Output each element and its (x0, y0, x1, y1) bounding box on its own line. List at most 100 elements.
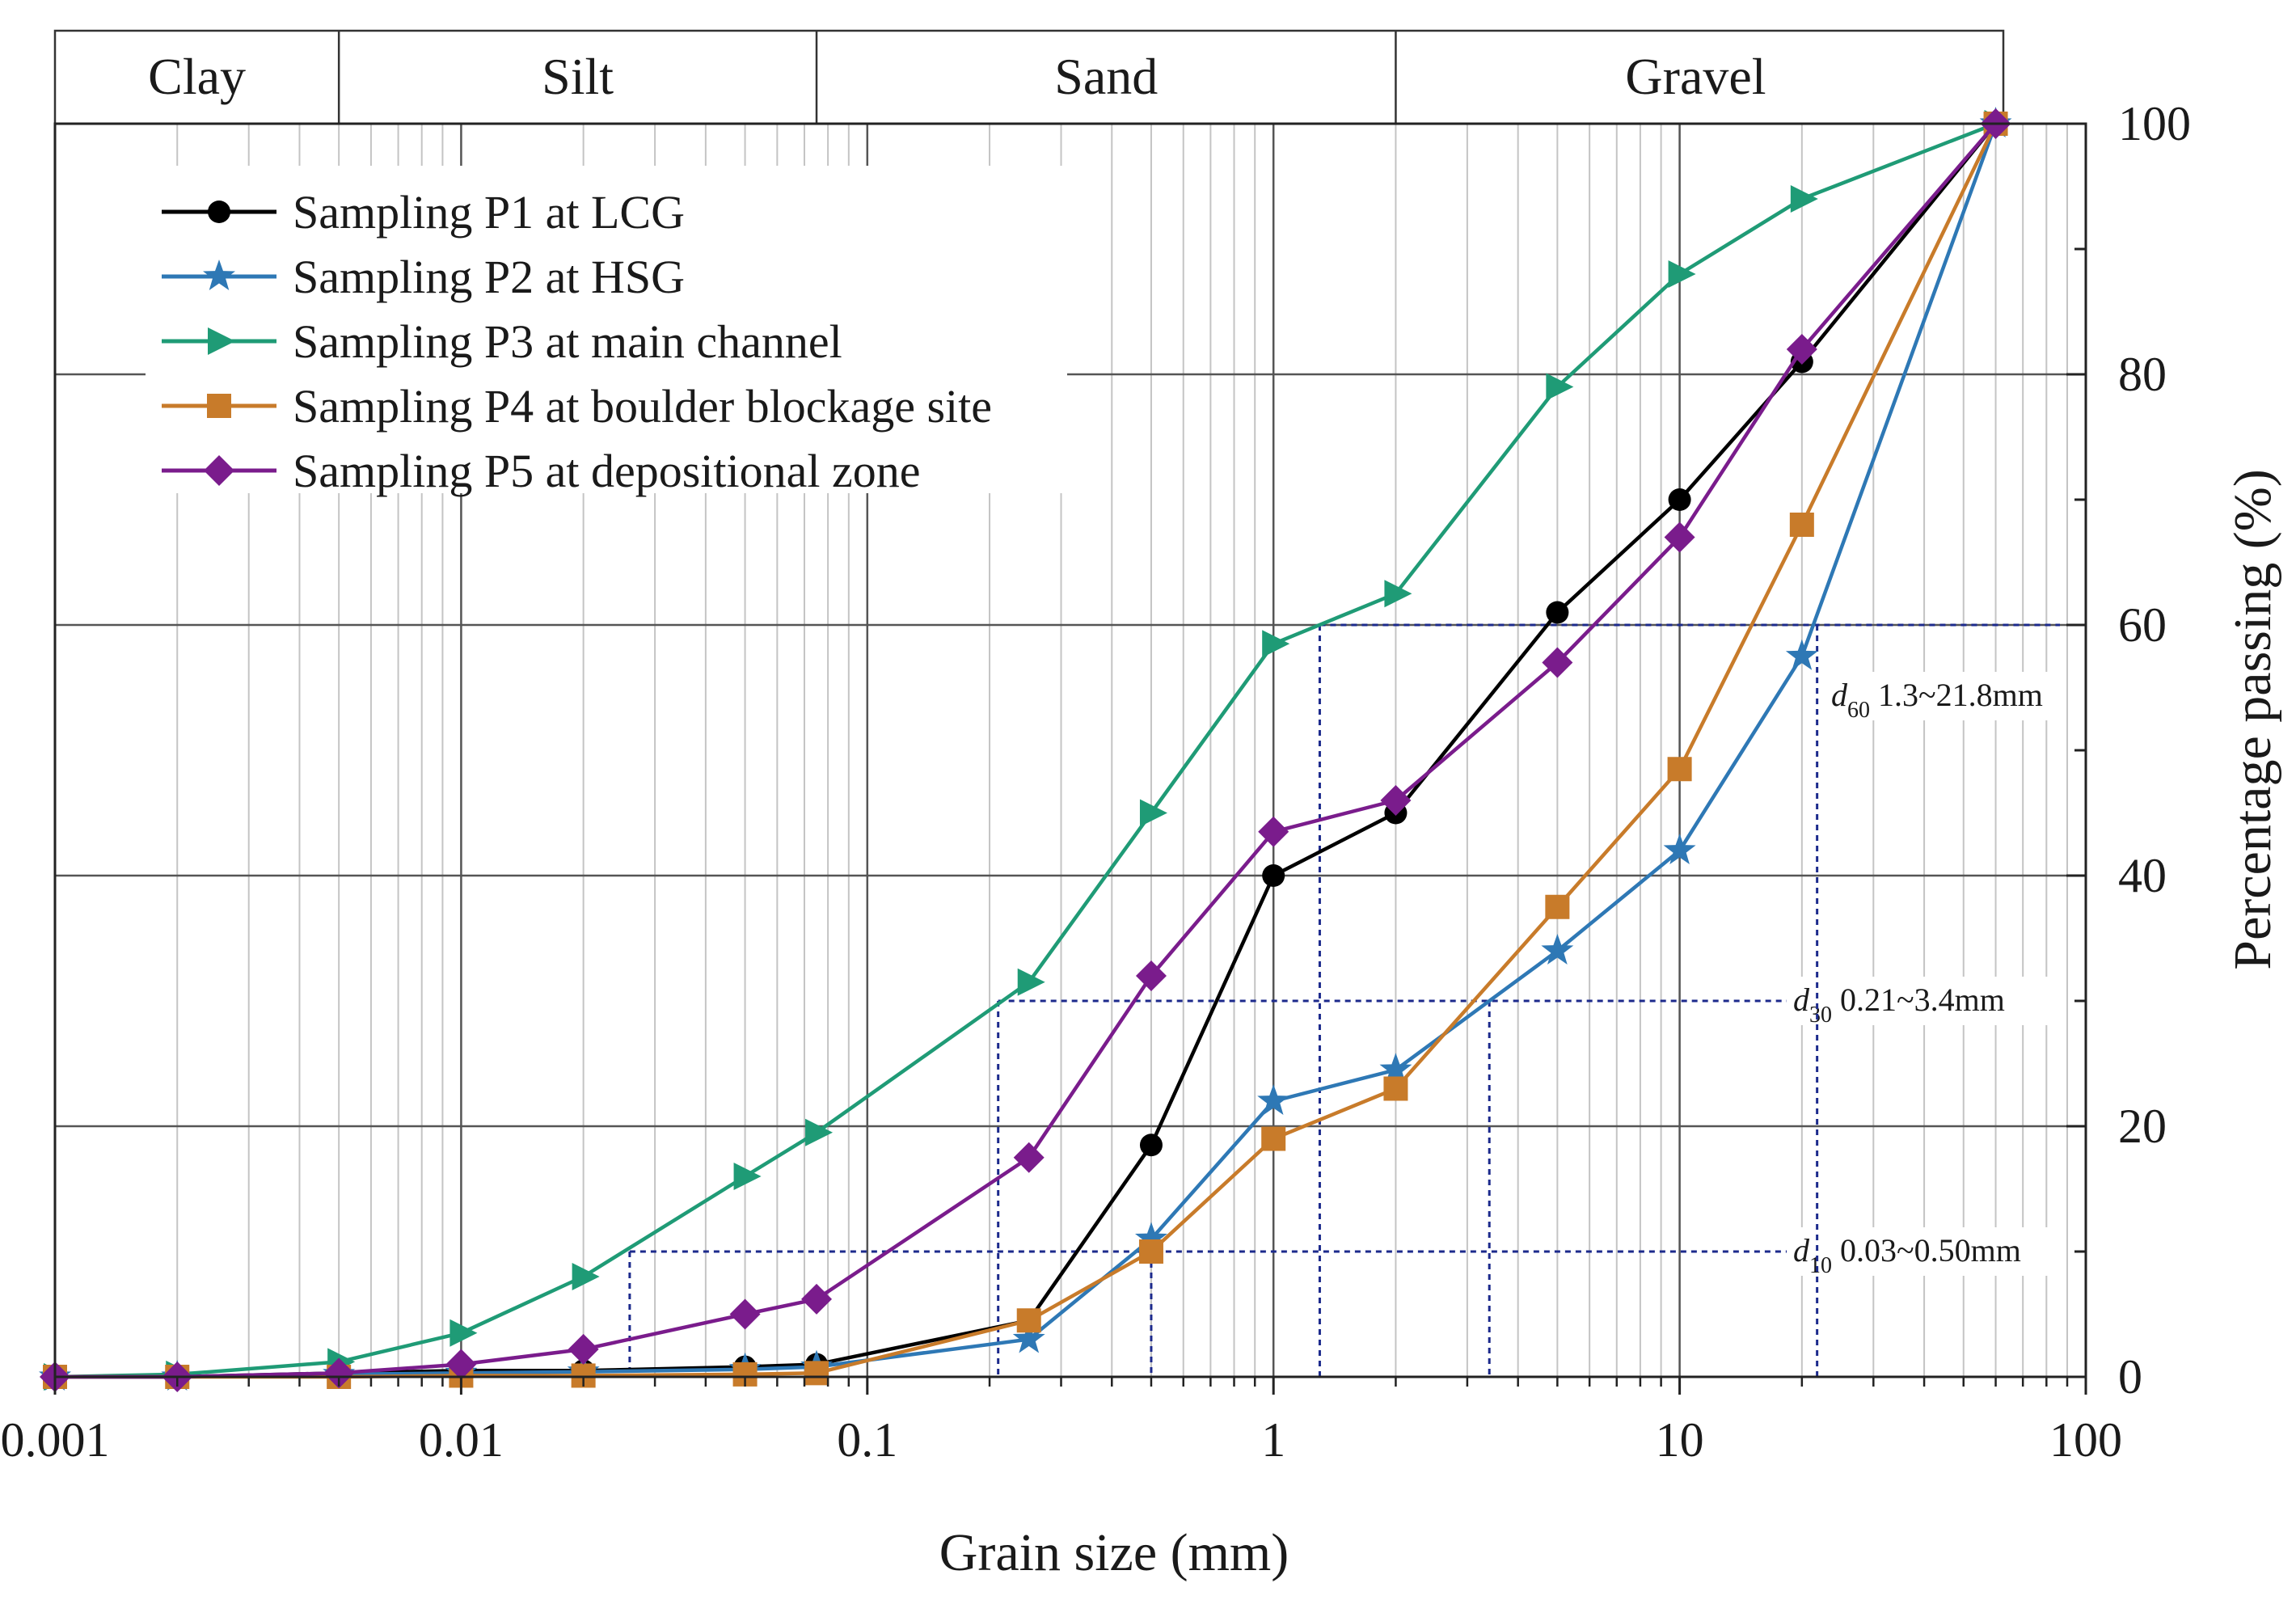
series-p3-point (1384, 580, 1412, 608)
series-p3-point (1262, 630, 1290, 658)
legend-label: Sampling P3 at main channel (293, 315, 842, 368)
series-p5-point (801, 1283, 833, 1315)
legend-label: Sampling P1 at LCG (293, 186, 685, 239)
series-p5-point (568, 1333, 599, 1365)
series-p5-point (1380, 785, 1412, 816)
y-tick-label: 100 (2118, 97, 2191, 150)
legend-label: Sampling P4 at boulder blockage site (293, 380, 992, 433)
series-p4-point (804, 1361, 829, 1386)
series-p2-point (1785, 639, 1818, 670)
y-tick-label: 40 (2118, 849, 2167, 902)
d30-label: d30 0.21~3.4mm (1793, 982, 2005, 1028)
y-tick-label: 0 (2118, 1350, 2142, 1404)
series-p3-point (733, 1163, 762, 1190)
d30-label-range: 0.21~3.4mm (1840, 982, 2005, 1018)
series-p3-point (1546, 373, 1574, 401)
series-p3-point (1139, 799, 1167, 827)
band-label-gravel: Gravel (1625, 48, 1766, 105)
d60-label: d60 1.3~21.8mm (1831, 677, 2043, 723)
series-p2-point (1257, 1084, 1290, 1115)
soil-class-band-header: Clay Silt Sand Gravel (53, 29, 2005, 125)
series-p2-point (1012, 1322, 1045, 1353)
legend-marker (207, 394, 231, 418)
guide-d60: d60 1.3~21.8mm (1318, 623, 2065, 1377)
x-tick-label: 0.01 (419, 1413, 504, 1467)
series-p1-point (1139, 1134, 1163, 1157)
series-p4-point (1383, 1076, 1408, 1101)
series-p4-point (1789, 513, 1814, 537)
x-tick-label: 0.1 (837, 1413, 897, 1467)
legend-entry-p3: Sampling P3 at main channel (162, 315, 842, 368)
d10-label-bg (1787, 1227, 2065, 1276)
x-tick-label: 1 (1261, 1413, 1285, 1467)
series-p2-point (1135, 1222, 1167, 1253)
guide-d10: d10 0.03~0.50mm (628, 1227, 2065, 1377)
legend-entry-p1: Sampling P1 at LCG (162, 186, 685, 239)
series-p3-point (572, 1263, 600, 1290)
series-p3-point (805, 1118, 834, 1146)
d60-label-subscript: 60 (1847, 698, 1870, 723)
series-p1-point (1262, 864, 1285, 887)
series-p2-point (1379, 1053, 1412, 1084)
series-p5 (40, 108, 2011, 1392)
x-tick-label: 0.001 (1, 1413, 110, 1467)
series-p2-point (1541, 934, 1574, 965)
legend-marker (203, 260, 235, 290)
series-p4-point (1016, 1308, 1041, 1333)
series-p5-point (1542, 647, 1573, 678)
series-p5-point (445, 1349, 477, 1380)
series-p5-point (1664, 521, 1695, 553)
series-p4-point (1545, 894, 1570, 919)
y-tick-label: 20 (2118, 1100, 2167, 1153)
band-label-clay: Clay (148, 48, 246, 105)
series-p3-point (1668, 260, 1696, 288)
band-label-sand: Sand (1054, 48, 1158, 105)
series-p3-point (1017, 968, 1045, 996)
series-p4-point (1667, 757, 1692, 782)
band-label-silt: Silt (542, 48, 614, 105)
legend-label: Sampling P2 at HSG (293, 251, 685, 303)
series-p5-point (1013, 1142, 1045, 1173)
guide-d30: d30 0.21~3.4mm (997, 977, 2065, 1377)
d30-label-symbol: d (1793, 982, 1810, 1018)
series-p4-point (1138, 1239, 1163, 1264)
legend-entry-p2: Sampling P2 at HSG (162, 251, 685, 303)
x-tick-label: 100 (2049, 1413, 2122, 1467)
x-axis-title: Grain size (mm) (939, 1523, 1289, 1582)
d60-label-symbol: d (1831, 677, 1848, 713)
series-p3-point (1790, 185, 1818, 213)
d10-label-range: 0.03~0.50mm (1840, 1232, 2021, 1269)
series-p5-point (729, 1298, 761, 1330)
y-axis-title: Percentage passing (%) (2223, 469, 2282, 969)
series-p1-point (1546, 601, 1569, 624)
d30-label-subscript: 30 (1809, 1003, 1832, 1028)
legend-marker (204, 455, 234, 486)
legend-marker (208, 201, 230, 223)
d60-label-range: 1.3~21.8mm (1878, 677, 2043, 713)
legend: Sampling P1 at LCG Sampling P2 at HSG Samp… (146, 166, 1067, 497)
y-tick-label: 80 (2118, 348, 2167, 401)
series-p3-point (449, 1319, 478, 1347)
series-p4-point (1261, 1126, 1286, 1151)
series-p5-point (323, 1357, 355, 1389)
d10-label: d10 0.03~0.50mm (1793, 1232, 2021, 1278)
d10-label-symbol: d (1793, 1232, 1810, 1269)
series-p5-point (1258, 816, 1289, 847)
legend-marker (208, 327, 235, 355)
legend-label: Sampling P5 at depositional zone (293, 445, 920, 497)
legend-entry-p5: Sampling P5 at depositional zone (162, 445, 920, 497)
d10-label-subscript: 10 (1809, 1253, 1832, 1278)
series-p5-point (1135, 960, 1167, 991)
x-tick-label: 10 (1656, 1413, 1704, 1467)
series-p1-point (1668, 488, 1691, 511)
series-p2-point (1663, 834, 1696, 864)
y-tick-label: 60 (2118, 598, 2167, 652)
d60-label-bg (1825, 672, 2065, 720)
series-p5-point (1786, 334, 1817, 365)
legend-background (146, 166, 1067, 493)
d30-label-bg (1787, 977, 2065, 1025)
axis-ticks: 0.001 0.01 0.1 1 10 100 0 20 40 60 80 100 (1, 97, 2192, 1467)
legend-entry-p4: Sampling P4 at boulder blockage site (162, 380, 992, 433)
